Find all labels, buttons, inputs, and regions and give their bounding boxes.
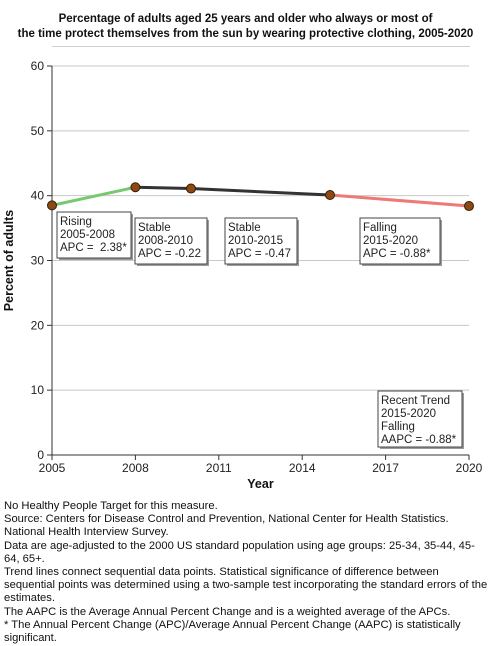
data-point-2010 xyxy=(186,183,196,194)
label-line: 2015-2020 xyxy=(381,408,436,420)
x-tick-label: 2011 xyxy=(206,461,232,475)
y-tick-label: 40 xyxy=(31,189,45,203)
data-point-2015 xyxy=(325,190,335,201)
label-box xyxy=(359,217,441,265)
trend-line-chart: 0 10 20 30 40 50 60 2005 2008 2011 2014 2017 2020 Yea… xyxy=(2,59,483,491)
trend-segment-falling-2015-2020 xyxy=(328,193,471,208)
x-tick-label: 2017 xyxy=(372,461,399,475)
footnote-significance: * The Annual Percent Change (APC)/Averag… xyxy=(4,618,461,645)
y-tick-label: 60 xyxy=(31,59,45,73)
x-tick-label: 2005 xyxy=(39,461,66,475)
footnote-trend-method: Trend lines connect sequential data poin… xyxy=(4,566,488,605)
data-point-2005 xyxy=(47,200,57,211)
chart-title-line-1: Percentage of adults aged 25 years and o… xyxy=(58,13,433,25)
x-tick-label: 2020 xyxy=(456,461,483,475)
chart-title: Percentage of adults aged 25 years and o… xyxy=(0,12,491,42)
label-box xyxy=(56,211,132,259)
label-line: 2015-2020 xyxy=(363,235,418,247)
y-tick-label: 50 xyxy=(31,124,45,138)
label-box xyxy=(134,217,208,265)
trend-lines xyxy=(50,185,471,208)
label-line: APC = -0.22 xyxy=(138,248,201,260)
y-tick-label: 0 xyxy=(37,448,44,462)
label-line: APC = 2.38* xyxy=(60,242,127,254)
label-line: 2008-2010 xyxy=(138,235,193,247)
label-line: APC = -0.88* xyxy=(363,248,431,260)
label-line: 2005-2008 xyxy=(60,229,115,241)
trend-segment-stable-2008-2010 xyxy=(133,185,193,191)
y-tick-label: 20 xyxy=(31,318,45,332)
label-line: Rising xyxy=(60,216,92,228)
footnote-source: Source: Centers for Disease Control and … xyxy=(4,513,449,539)
y-tick-label: 10 xyxy=(31,383,45,397)
label-line: Stable xyxy=(138,222,171,234)
label-box xyxy=(224,217,298,265)
data-point-2020 xyxy=(464,201,474,212)
label-line: Stable xyxy=(228,222,261,234)
label-box xyxy=(377,390,463,448)
axes-layer: 0 10 20 30 40 50 60 2005 2008 2011 2014 2017 2020 Yea… xyxy=(2,59,483,491)
label-line: Falling xyxy=(363,222,397,234)
footnotes: No Healthy People Target for this measur… xyxy=(4,500,488,645)
y-tick-label: 30 xyxy=(31,254,45,268)
data-points xyxy=(47,182,474,212)
trend-segment-rising-2005-2008 xyxy=(50,185,137,207)
label-line: APC = -0.47 xyxy=(228,248,291,260)
label-line: Falling xyxy=(381,421,415,433)
trend-segment-stable-2010-2015 xyxy=(189,187,332,197)
label-line: 2010-2015 xyxy=(228,235,283,247)
label-line: AAPC = -0.88* xyxy=(381,434,457,446)
data-point-2008 xyxy=(130,182,141,193)
footnote-target: No Healthy People Target for this measur… xyxy=(4,500,218,512)
title-divider xyxy=(52,46,470,47)
y-axis-title: Percent of adults xyxy=(2,210,16,311)
label-line: Recent Trend xyxy=(381,395,450,407)
x-axis-title: Year xyxy=(247,477,274,491)
x-tick-label: 2008 xyxy=(122,461,149,475)
chart-title-line-2: the time protect themselves from the sun… xyxy=(17,28,474,40)
footnote-aapc-definition: The AAPC is the Average Annual Percent C… xyxy=(4,605,451,618)
x-tick-label: 2014 xyxy=(289,461,316,475)
footnote-age-adjustment: Data are age-adjusted to the 2000 US sta… xyxy=(4,539,475,565)
